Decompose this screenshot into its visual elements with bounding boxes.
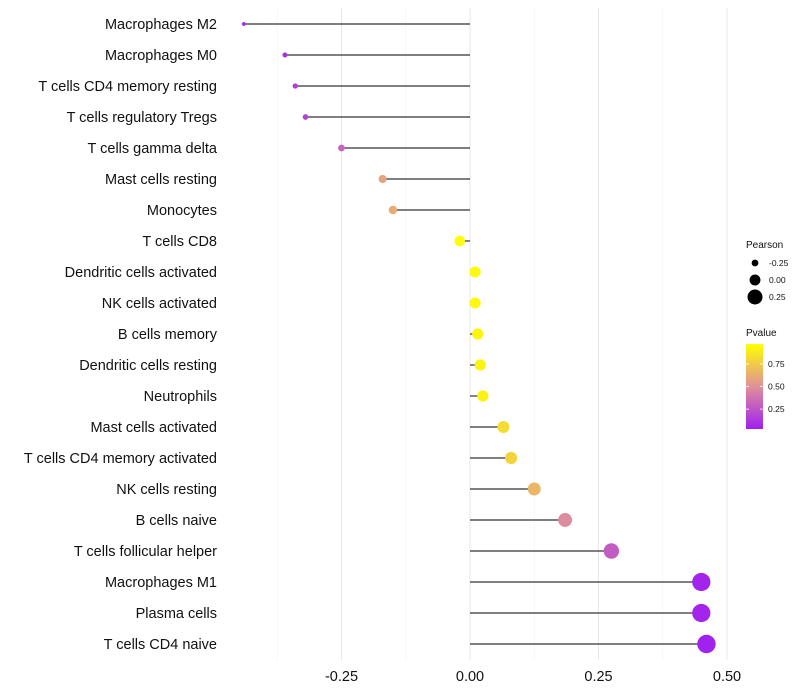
- category-label: T cells CD8: [142, 234, 217, 250]
- grid-layer: [276, 8, 728, 660]
- category-label: T cells follicular helper: [74, 544, 217, 560]
- lollipop-point: [292, 83, 298, 89]
- lollipop-point: [697, 634, 716, 654]
- legend-color-label: 0.25: [768, 404, 785, 414]
- lollipop-point: [282, 52, 288, 58]
- legend-size-key: [747, 289, 763, 305]
- legend-color-label: 0.75: [768, 359, 785, 369]
- lollipop-point: [692, 603, 711, 623]
- lollipop-point: [469, 266, 481, 278]
- x-tick-label: 0.50: [713, 669, 741, 685]
- category-label: Macrophages M0: [105, 48, 217, 64]
- category-label: Neutrophils: [144, 389, 217, 405]
- category-label: Dendritic cells resting: [79, 358, 217, 374]
- lollipop-point: [474, 359, 486, 371]
- lollipop-point: [477, 390, 489, 402]
- y-axis-labels: Macrophages M2 Macrophages M0 T cells CD4 …: [24, 17, 218, 653]
- category-label: T cells gamma delta: [88, 141, 218, 157]
- lollipop-point: [505, 451, 518, 465]
- category-label: T cells regulatory Tregs: [67, 110, 217, 126]
- x-tick-label: 0.00: [456, 669, 484, 685]
- category-label: Macrophages M1: [105, 575, 217, 591]
- category-label: B cells naive: [136, 513, 217, 529]
- x-axis-ticks: -0.25 0.00 0.25 0.50: [325, 669, 741, 685]
- lollipop-point: [388, 205, 398, 215]
- legend-pearson: Pearson -0.25 0.00 0.25: [746, 240, 789, 305]
- category-label: T cells CD4 memory activated: [24, 451, 217, 467]
- lollipop-point: [558, 513, 573, 527]
- category-label: Mast cells resting: [105, 172, 217, 188]
- legend-size-key: [751, 259, 759, 267]
- legend-size-label: 0.25: [769, 292, 786, 302]
- lollipop-point: [472, 328, 484, 340]
- lollipop-point: [603, 543, 620, 559]
- legend-pvalue: Pvalue 0.25 0.50 0.75: [746, 328, 785, 429]
- lollipop-point: [454, 235, 465, 247]
- legend-size-label: 0.00: [769, 275, 786, 285]
- point-layer: [242, 22, 716, 654]
- lollipop-point: [338, 144, 345, 152]
- category-label: Monocytes: [147, 203, 217, 219]
- x-tick-label: 0.25: [584, 669, 612, 685]
- lollipop-point: [242, 22, 246, 26]
- category-label: Macrophages M2: [105, 17, 217, 33]
- category-label: NK cells activated: [102, 296, 217, 312]
- legend-size-key: [749, 274, 761, 286]
- category-label: NK cells resting: [116, 482, 217, 498]
- lollipop-point: [378, 174, 387, 184]
- lollipop-point: [692, 572, 711, 592]
- category-label: T cells CD4 memory resting: [38, 79, 217, 95]
- category-label: B cells memory: [118, 327, 218, 343]
- lollipop-point: [527, 482, 541, 496]
- lollipop-point: [302, 114, 309, 120]
- legend-color-bar: [746, 344, 763, 429]
- legend-color-label: 0.50: [768, 382, 785, 392]
- stem-layer: [243, 23, 707, 645]
- category-label: Dendritic cells activated: [65, 265, 217, 281]
- category-label: Plasma cells: [136, 606, 217, 622]
- x-tick-label: -0.25: [325, 669, 358, 685]
- category-label: Mast cells activated: [90, 420, 217, 436]
- lollipop-point: [497, 421, 510, 433]
- category-label: T cells CD4 naive: [104, 637, 217, 653]
- legend-size-label: -0.25: [769, 258, 789, 268]
- legend-color-title: Pvalue: [746, 328, 777, 339]
- legend-size-title: Pearson: [746, 240, 783, 251]
- lollipop-point: [469, 297, 481, 309]
